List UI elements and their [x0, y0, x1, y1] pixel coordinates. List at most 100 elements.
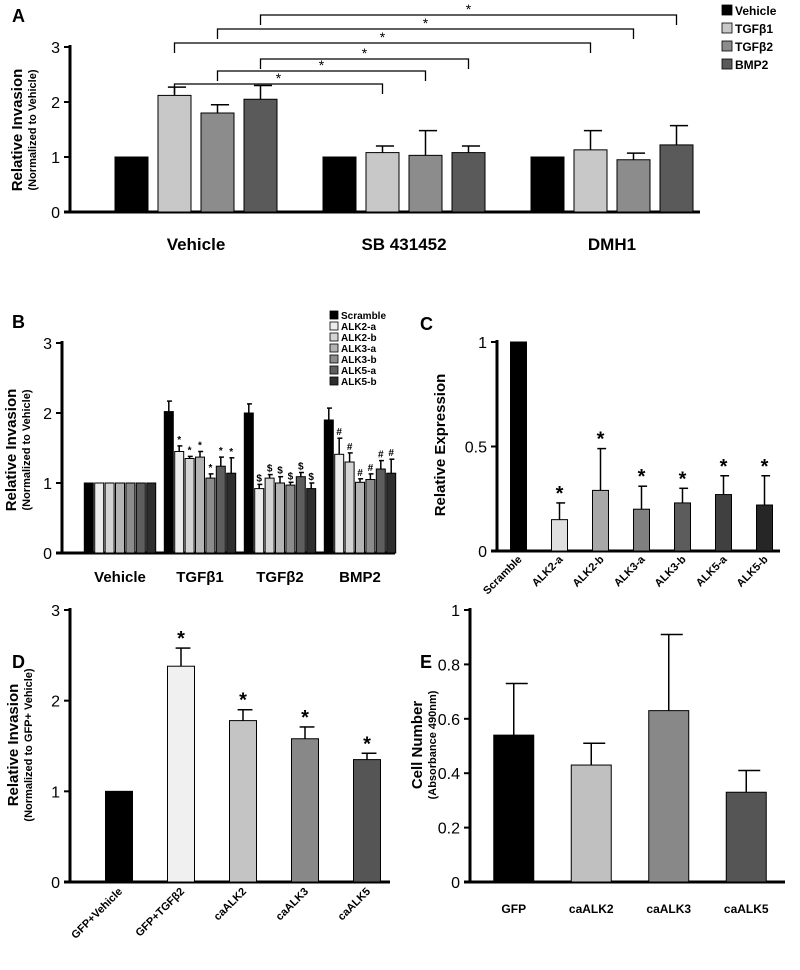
y-tick-label: 2 — [51, 95, 60, 112]
significance-marker: * — [188, 445, 192, 456]
significance-marker: * — [556, 483, 564, 505]
bar — [530, 156, 565, 213]
x-tick-label: GFP+TGFβ2 — [133, 886, 187, 940]
significance-marker: * — [597, 429, 605, 451]
significance-marker: * — [761, 456, 769, 478]
significance-marker: * — [301, 707, 309, 729]
y-axis-title: Relative Invasion (Normalized to GFP+ Veh… — [5, 668, 35, 821]
panel-label: D — [12, 652, 25, 672]
bar — [659, 144, 694, 213]
legend-label: ALK5-b — [341, 377, 377, 388]
bar — [157, 94, 192, 213]
significance-marker: # — [378, 450, 384, 461]
bracket-label: * — [319, 57, 325, 73]
significance-marker: $ — [267, 464, 273, 475]
bar — [365, 152, 400, 213]
y-axis-sublabel: (Normalized to Vehicle) — [27, 69, 39, 190]
bar — [715, 494, 732, 552]
bar — [386, 472, 397, 554]
x-tick-label: caALK2 — [212, 886, 249, 923]
significance-marker: * — [229, 447, 233, 458]
significance-marker: * — [720, 456, 728, 478]
legend-label: ALK5-a — [341, 366, 376, 377]
bar — [83, 482, 94, 554]
y-axis-sublabel: (Normalized to Vehicle) — [21, 389, 33, 510]
bracket-label: * — [466, 1, 472, 17]
legend-swatch — [329, 343, 339, 353]
significance-bracket — [173, 83, 384, 94]
bar — [353, 759, 381, 883]
legend-label: Scramble — [341, 311, 386, 322]
bar — [616, 159, 651, 213]
y-tick-label: 0.6 — [438, 712, 460, 729]
x-tick-label: GFP+Vehicle — [69, 886, 125, 942]
significance-marker: * — [219, 446, 223, 457]
x-tick-label: BMP2 — [339, 569, 381, 586]
legend-swatch — [329, 354, 339, 364]
legend-label: BMP2 — [735, 58, 769, 72]
bar — [163, 411, 174, 554]
bar — [551, 519, 568, 552]
x-tick-label: caALK5 — [336, 886, 373, 923]
significance-marker: # — [347, 442, 353, 453]
x-tick-label: caALK5 — [724, 902, 769, 916]
bar — [243, 98, 278, 213]
x-tick-label: caALK2 — [569, 902, 614, 916]
bar — [229, 720, 257, 883]
bar — [592, 489, 609, 552]
bar — [375, 468, 386, 554]
significance-marker: # — [357, 468, 363, 479]
panel-a: A 0 1 2 3 Relative Invasion (Normalized to Veh… — [9, 1, 777, 254]
y-axis-label: Relative Invasion — [5, 684, 22, 807]
bar — [146, 482, 157, 554]
significance-marker: * — [239, 690, 247, 712]
x-tick-label: Vehicle — [167, 235, 226, 254]
x-tick-label: ALK3-b — [652, 553, 688, 589]
y-axis-label: Relative Expression — [432, 374, 449, 517]
y-tick-label: 0.2 — [438, 821, 460, 838]
x-tick-label: ALK5-a — [694, 553, 730, 589]
bar — [285, 484, 296, 554]
bar — [725, 791, 767, 883]
bar — [243, 412, 254, 554]
bar — [174, 451, 185, 554]
y-axis-title: Relative Invasion (Normalized to Vehicle) — [9, 69, 39, 192]
legend-swatch — [329, 376, 339, 386]
bar — [344, 461, 355, 554]
x-tick-label: SB 431452 — [361, 235, 446, 254]
bar — [195, 456, 205, 554]
significance-marker: $ — [288, 471, 294, 482]
y-tick-label: 2 — [43, 406, 52, 423]
bar — [105, 790, 133, 883]
significance-bracket — [216, 28, 635, 39]
x-tick-label: ALK5-b — [734, 553, 770, 589]
bar — [334, 453, 345, 554]
bar — [295, 476, 306, 554]
bar — [451, 152, 486, 213]
bar — [510, 341, 527, 552]
panel-label: C — [420, 314, 433, 334]
legend-swatch — [329, 332, 339, 342]
bar — [205, 477, 216, 554]
y-axis-title: Cell Number (Absorbance 490nm) — [409, 690, 439, 799]
bar — [674, 502, 691, 552]
x-tick-label: DMH1 — [588, 235, 636, 254]
bar — [104, 482, 115, 554]
legend-label: ALK3-a — [341, 344, 376, 355]
y-tick-label: 2 — [51, 694, 60, 711]
x-tick-label: ALK2-a — [530, 553, 566, 589]
bar — [291, 738, 319, 883]
significance-marker: * — [363, 733, 371, 755]
y-tick-label: 1 — [451, 603, 460, 620]
significance-bracket — [259, 58, 470, 69]
x-tick-label: TGFβ2 — [256, 569, 304, 586]
bar — [254, 488, 265, 554]
bar — [570, 764, 612, 883]
significance-marker: $ — [308, 472, 314, 483]
bar — [215, 465, 226, 554]
y-tick-label: 3 — [51, 40, 60, 57]
bar — [756, 504, 773, 552]
bar — [167, 665, 195, 883]
y-tick-label: 1 — [478, 335, 487, 352]
